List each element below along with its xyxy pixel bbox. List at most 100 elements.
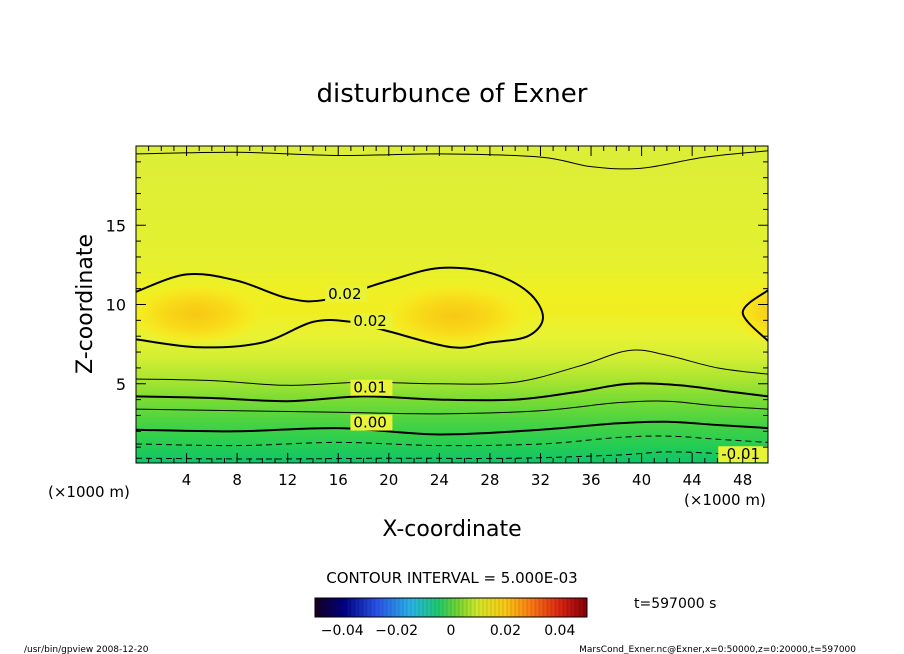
chart-title: disturbunce of Exner: [317, 79, 588, 109]
colorbar-cell: [523, 598, 528, 617]
colorbar-cell: [419, 598, 424, 617]
contour-label: 0.02: [328, 285, 361, 303]
colorbar-cell: [531, 598, 536, 617]
contour-label: 0.01: [353, 379, 386, 397]
contour-lines: [136, 150, 768, 460]
colorbar-cell: [503, 598, 508, 617]
contour-label-bg: [325, 286, 368, 303]
contour-line: [136, 150, 768, 170]
contour-label-bg: [350, 379, 393, 396]
colorbar-cell: [515, 598, 520, 617]
x-tick-label: 20: [379, 471, 398, 489]
contour-line: [136, 349, 768, 386]
colorbar-cell: [527, 598, 532, 617]
colorbar-cell: [379, 598, 384, 617]
colorbar-cell: [375, 598, 380, 617]
colorbar-cell: [331, 598, 336, 617]
colorbar-cell: [327, 598, 332, 617]
x-tick-label: 24: [430, 471, 449, 489]
colorbar-cell: [347, 598, 352, 617]
colorbar-cell: [371, 598, 376, 617]
colorbar-cell: [335, 598, 340, 617]
x-axis-label: X-coordinate: [382, 517, 521, 542]
colorbar-cell: [467, 598, 472, 617]
colorbar-cell: [427, 598, 432, 617]
colorbar-cell: [575, 598, 580, 617]
colorbar-cell: [471, 598, 476, 617]
colorbar-cell: [411, 598, 416, 617]
contour-line: [136, 420, 768, 436]
colorbar-cell: [351, 598, 356, 617]
colorbar-cell: [435, 598, 440, 617]
colorbar-cell: [407, 598, 412, 617]
colorbar-cell: [547, 598, 552, 617]
footer-left: /usr/bin/gpview 2008-12-20: [24, 645, 149, 654]
colorbar-cell: [415, 598, 420, 617]
colorbar-cell: [511, 598, 516, 617]
colorbar-cell: [535, 598, 540, 617]
x-tick-label: 48: [733, 471, 752, 489]
colorbar-cell: [399, 598, 404, 617]
y-tick-label: 5: [116, 375, 126, 394]
contour-label: 0.00: [353, 414, 386, 432]
plot-area: 0.02 0.02 0.01 0.00 -0.01: [136, 146, 768, 463]
colorbar-cell: [519, 598, 524, 617]
y-axis-label: Z-coordinate: [73, 234, 98, 374]
colorbar-cell: [555, 598, 560, 617]
colorbar-cell: [323, 598, 328, 617]
colorbar-cell: [475, 598, 480, 617]
contour-labels: 0.02 0.02 0.01 0.00 -0.01: [325, 285, 768, 463]
colorbar-cell: [319, 598, 324, 617]
x-unit-right: (×1000 m): [684, 491, 766, 509]
colorbar-cell: [559, 598, 564, 617]
field-maximum-left: [136, 282, 266, 346]
colorbar-cell: [403, 598, 408, 617]
colorbar-cell: [315, 598, 320, 617]
contour-line: [741, 289, 768, 342]
colorbar-cell: [583, 598, 588, 617]
colorbar-cell: [567, 598, 572, 617]
x-tick-label: 32: [531, 471, 550, 489]
colorbar-cell: [455, 598, 460, 617]
contour-line: [136, 400, 768, 415]
colorbar-ticks: −0.04 −0.02 0 0.02 0.04: [321, 623, 576, 639]
x-axis-ticks: 4 8 12 16 20 24 28 32 36 40 44 48: [148, 146, 769, 489]
x-tick-label: 36: [581, 471, 600, 489]
colorbar-cell: [571, 598, 576, 617]
colorbar-cell: [367, 598, 372, 617]
colorbar-cell: [543, 598, 548, 617]
colorbar-cell: [395, 598, 400, 617]
contour-line: [136, 382, 768, 403]
colorbar-cell: [579, 598, 584, 617]
contour-line: [136, 435, 768, 447]
colorbar-cell: [391, 598, 396, 617]
colorbar-frame: [314, 597, 588, 618]
colorbar-cell: [339, 598, 344, 617]
colorbar-cell: [459, 598, 464, 617]
contour-line: [136, 266, 545, 349]
colorbar-cell: [383, 598, 388, 617]
colorbar-cell: [451, 598, 456, 617]
colorbar-cell: [439, 598, 444, 617]
colorbar-cell: [563, 598, 568, 617]
contour-interval: CONTOUR INTERVAL = 5.000E-03: [326, 569, 577, 587]
colorbar-tick-label: 0.02: [490, 623, 521, 639]
time-label: t=597000 s: [634, 596, 716, 612]
colorbar-cell: [343, 598, 348, 617]
contour-label: 0.02: [353, 312, 386, 330]
colorbar-tick-label: 0.04: [544, 623, 575, 639]
y-axis-ticks: 5 10 15: [106, 161, 768, 448]
colorbar-cell: [479, 598, 484, 617]
contour-label-bg: [350, 313, 393, 330]
y-tick-label: 10: [106, 296, 126, 315]
colorbar: [314, 598, 588, 617]
colorbar-cell: [551, 598, 556, 617]
colorbar-cell: [491, 598, 496, 617]
field-maximum-center: [379, 282, 531, 350]
colorbar-tick-label: −0.02: [375, 623, 418, 639]
colorbar-cell: [463, 598, 468, 617]
colorbar-cell: [443, 598, 448, 617]
colorbar-cell: [495, 598, 500, 617]
colorbar-cell: [539, 598, 544, 617]
x-tick-label: 4: [182, 471, 192, 489]
